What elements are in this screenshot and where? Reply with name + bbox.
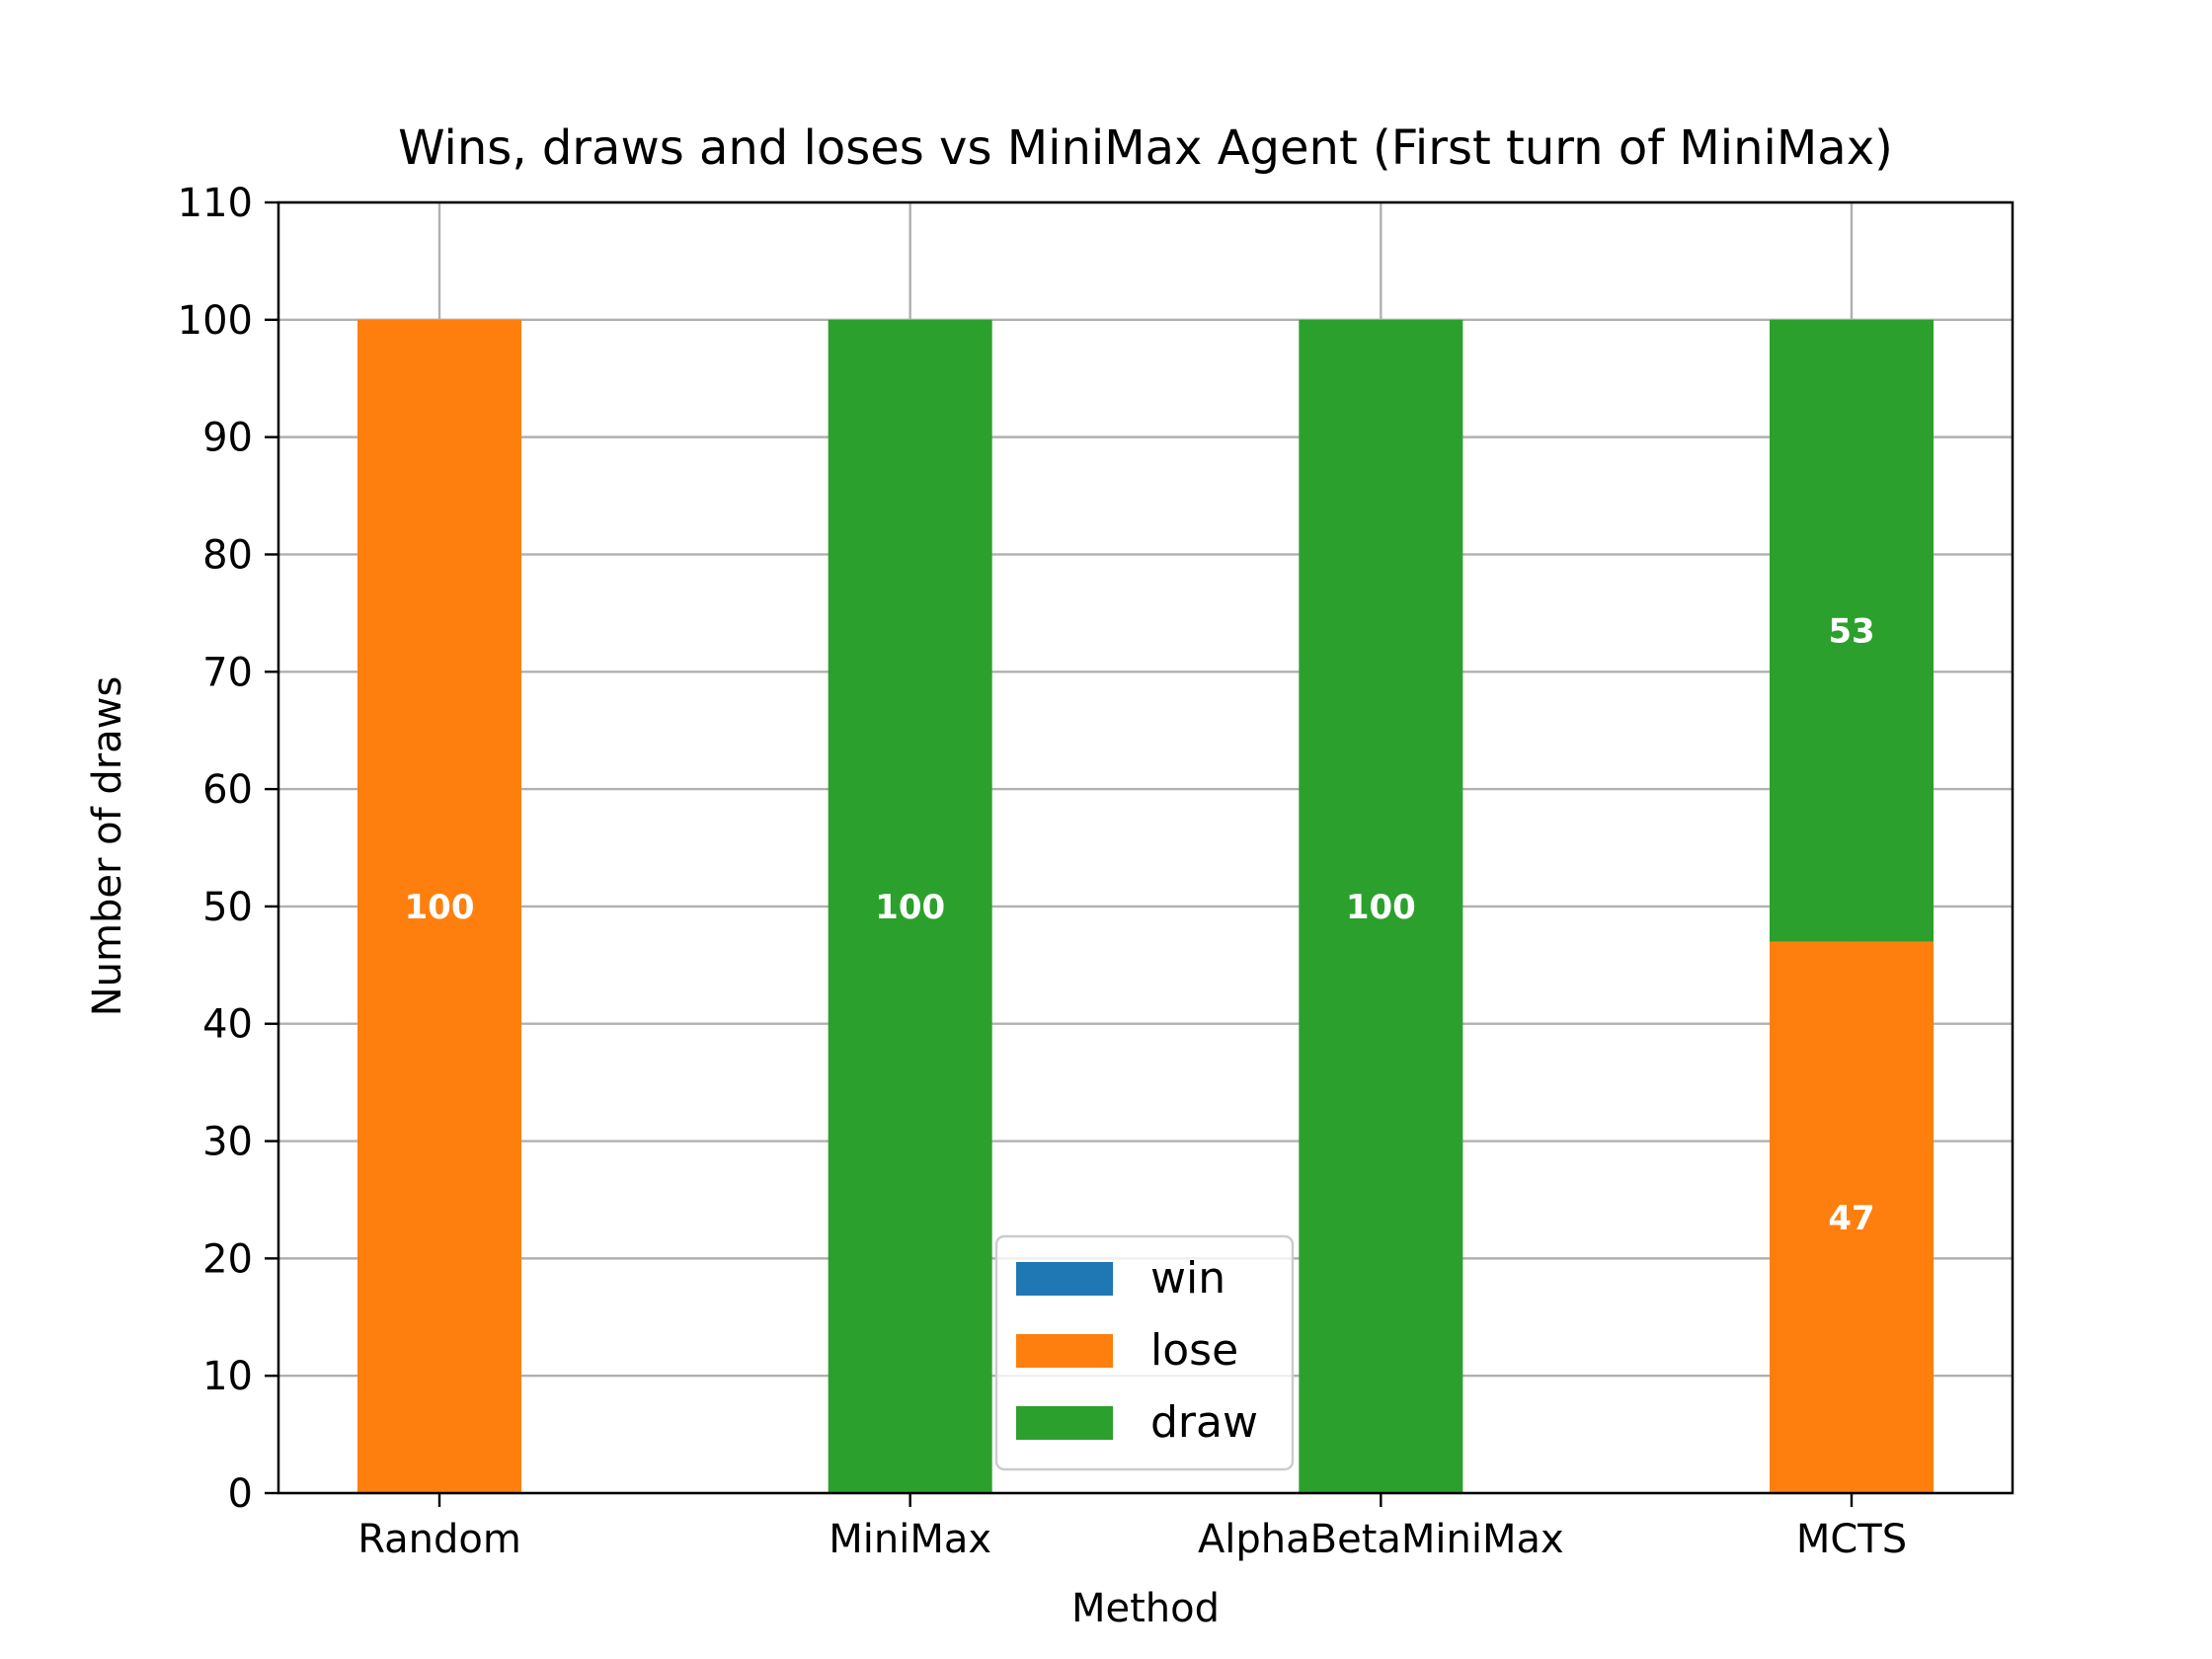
bar-labels: 100 100 100 47 53 (405, 612, 1875, 1238)
legend: win lose draw (994, 1234, 1295, 1471)
y-tick-label-6: 60 (202, 767, 253, 813)
bar-draw-2 (1299, 319, 1463, 1494)
x-tick-label-0: Random (357, 1517, 521, 1562)
x-axis-label: Method (1071, 1586, 1220, 1631)
y-tick-label-10: 100 (178, 298, 253, 344)
bars (357, 319, 1934, 1494)
bar-value-label-draw-2: 100 (1346, 888, 1416, 927)
legend-label-draw: draw (1150, 1397, 1258, 1448)
y-axis-label: Number of draws (85, 676, 130, 1017)
bar-value-label-lose-0: 100 (405, 888, 475, 927)
x-tick-label-1: MiniMax (829, 1517, 991, 1562)
y-axis: 0 10 20 30 40 50 60 70 80 90 100 110 (178, 181, 278, 1517)
x-tick-label-2: AlphaBetaMiniMax (1198, 1517, 1564, 1562)
bar-value-label-draw-1: 100 (875, 888, 945, 927)
y-tick-label-0: 0 (228, 1471, 253, 1517)
y-tick-label-11: 110 (178, 181, 253, 226)
legend-label-win: win (1150, 1253, 1225, 1304)
bar-draw-1 (828, 319, 992, 1494)
y-tick-label-1: 10 (202, 1354, 253, 1399)
y-tick-label-3: 30 (202, 1120, 253, 1165)
y-tick-label-9: 90 (202, 416, 253, 461)
plot-frame (276, 200, 2014, 1495)
legend-label-lose: lose (1150, 1325, 1238, 1376)
bar-lose-0 (357, 319, 521, 1494)
y-tick-label-7: 70 (202, 650, 253, 695)
x-tick-label-3: MCTS (1796, 1517, 1907, 1562)
x-axis: Random MiniMax AlphaBetaMiniMax MCTS (357, 1493, 1907, 1562)
bar-draw-3 (1770, 319, 1934, 942)
chart-title: Wins, draws and loses vs MiniMax Agent (… (398, 120, 1893, 176)
bar-value-label-lose-3: 47 (1828, 1199, 1874, 1238)
bar-value-label-draw-3: 53 (1828, 612, 1874, 652)
legend-swatch-draw (1016, 1406, 1113, 1440)
y-tick-label-2: 20 (202, 1236, 253, 1282)
y-tick-label-5: 50 (202, 885, 253, 930)
y-tick-label-4: 40 (202, 1002, 253, 1048)
y-tick-label-8: 80 (202, 532, 253, 578)
legend-swatch-lose (1016, 1334, 1113, 1368)
legend-swatch-win (1016, 1262, 1113, 1296)
bar-lose-3 (1770, 941, 1934, 1493)
